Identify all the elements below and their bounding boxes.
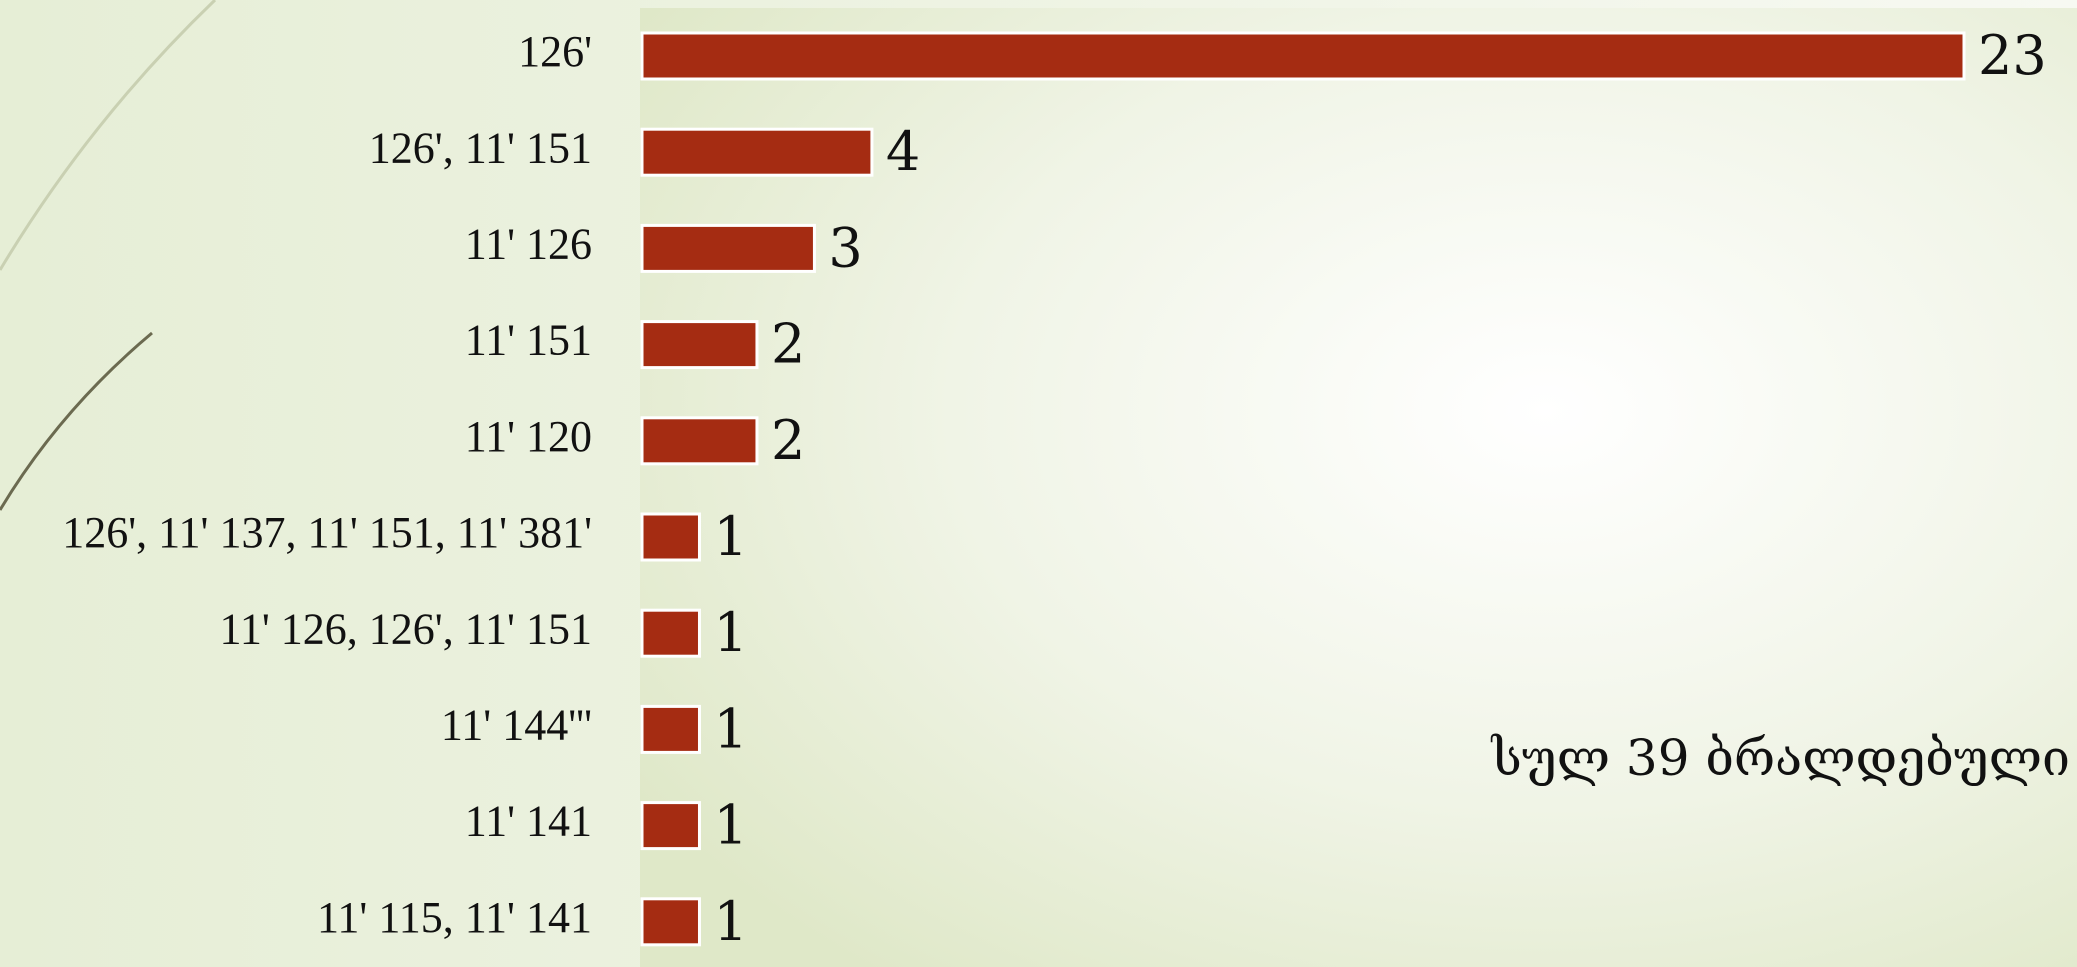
bar (640, 704, 701, 754)
category-label: 11' 141 (465, 797, 592, 846)
bar (640, 512, 701, 562)
category-label: 126', 11' 137, 11' 151, 11' 381' (62, 508, 592, 557)
bar (640, 223, 816, 273)
decor-curve (0, 0, 217, 271)
value-label: 1 (713, 794, 747, 857)
value-label: 1 (713, 697, 747, 760)
value-label: 1 (713, 890, 747, 953)
bar (640, 320, 759, 370)
value-label: 23 (1978, 24, 2047, 87)
bar (640, 608, 701, 658)
value-label: 2 (771, 313, 805, 376)
category-label: 11' 151 (465, 316, 592, 365)
value-label: 4 (886, 120, 920, 183)
decor-curve (0, 331, 153, 511)
value-label: 1 (713, 601, 747, 664)
value-label: 1 (713, 505, 747, 568)
category-label: 126', 11' 151 (369, 123, 592, 172)
value-label: 3 (828, 216, 862, 279)
category-label: 11' 126 (465, 219, 592, 268)
plot-area (640, 8, 2077, 967)
bar (640, 31, 1966, 81)
category-label: 11' 115, 11' 141 (317, 893, 592, 942)
bar (640, 416, 759, 466)
category-label: 126' (518, 27, 592, 76)
bar (640, 801, 701, 851)
bar (640, 127, 874, 177)
category-label: 11' 120 (465, 412, 592, 461)
category-label: 11' 144''' (441, 700, 592, 749)
bar (640, 897, 701, 947)
value-label: 2 (771, 409, 805, 472)
category-label: 11' 126, 126', 11' 151 (219, 604, 592, 653)
annotation: სულ 39 ბრალდებული (1490, 729, 2070, 787)
